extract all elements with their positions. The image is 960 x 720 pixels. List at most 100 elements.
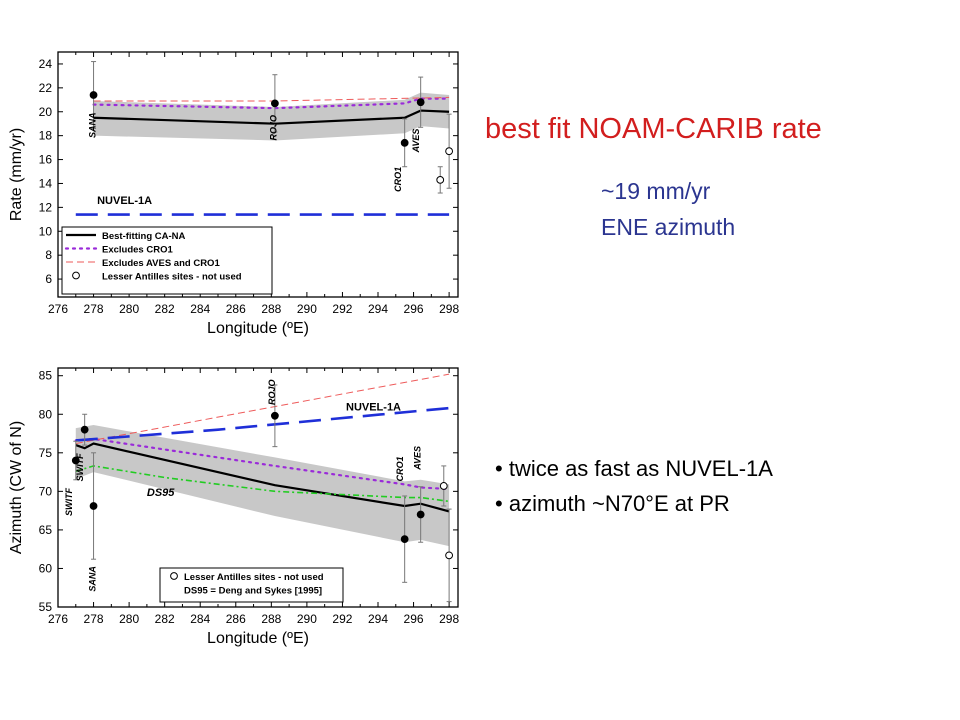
x-tick-label: 290 [297,302,317,316]
x-tick-label: 280 [119,612,139,626]
data-point [416,510,425,519]
y-tick-label: 60 [39,561,53,575]
azimuth-summary: ENE azimuth [601,214,736,240]
x-tick-label: 284 [190,302,210,316]
y-tick-label: 12 [39,200,53,214]
x-tick-label: 280 [119,302,139,316]
x-tick-label: 294 [368,612,388,626]
x-tick-label: 298 [439,612,459,626]
x-tick-label: 292 [332,612,352,626]
y-tick-label: 55 [39,600,53,614]
plot-frame [57,367,459,608]
x-tick-label: 296 [404,302,424,316]
x-tick-label: 294 [368,302,388,316]
y-axis-label: Rate (mm/yr) [8,128,25,221]
legend-label: Excludes CRO1 [102,245,173,256]
data-point [89,91,98,99]
y-tick-label: 16 [39,153,53,167]
x-tick-label: 286 [226,302,246,316]
legend-box [159,567,344,603]
x-tick-label: 284 [190,612,210,626]
y-tick-label: 6 [45,272,52,286]
y-tick-label: 10 [39,224,53,238]
annotation-label: NUVEL-1A [97,195,152,207]
legend-symbol [72,271,80,280]
data-point [416,98,425,107]
site-label: SANA [87,566,97,592]
annotation-label: DS95 [147,487,175,499]
y-tick-label: 14 [39,176,53,190]
site-label: AVES [411,129,421,154]
site-label: AVES [413,446,423,471]
x-tick-label: 282 [155,612,175,626]
site-label: CRO1 [395,456,405,481]
x-tick-label: 288 [261,302,281,316]
data-point-open [445,147,454,156]
data-point [270,411,279,420]
bullet-item: twice as fast as NUVEL-1A [495,451,773,486]
legend-label: Lesser Antilles sites - not used [184,572,324,583]
y-tick-label: 75 [39,446,53,460]
x-tick-label: 298 [439,302,459,316]
legend-label: Lesser Antilles sites - not used [102,272,242,283]
series-line-nuvel [75,406,450,442]
legend-symbol [170,572,178,580]
y-axis-label: Azimuth (CW of N) [8,421,25,554]
bullet-list: twice as fast as NUVEL-1A azimuth ~N70°E… [495,451,773,521]
data-point [89,502,98,510]
y-tick-label: 20 [39,105,53,119]
site-label: SWITF [75,453,85,481]
annotation-label: NUVEL-1A [346,401,401,413]
legend: Lesser Antilles sites - not used DS95 = D… [159,567,344,603]
x-tick-label: 286 [226,612,246,626]
x-tick-label: 278 [84,302,104,316]
site-label: SANA [87,113,97,139]
data-point-open [445,551,454,560]
x-tick-label: 292 [332,302,352,316]
x-tick-label: 296 [404,612,424,626]
x-axis-label: Longitude (ºE) [207,630,309,647]
x-tick-label: 282 [155,302,175,316]
data-point [400,535,409,544]
y-tick-label: 65 [39,523,53,537]
x-tick-label: 290 [297,612,317,626]
legend-box [61,226,273,295]
data-point [71,456,80,465]
series-line-excludes-aves-cro1 [75,373,450,445]
data-point [400,138,409,147]
data-point-open [439,482,448,490]
uncertainty-band [75,425,450,547]
y-tick-label: 85 [39,369,53,383]
bullet-item: azimuth ~N70°E at PR [495,486,773,521]
plot-frame [57,51,459,298]
site-label: CRO1 [393,167,403,192]
legend-label: Excludes AVES and CRO1 [102,258,220,269]
x-axis-label: Longitude (ºE) [207,320,309,337]
site-label: SWITF [64,488,74,516]
y-tick-label: 70 [39,484,53,498]
rate-summary: ~19 mm/yr [601,178,711,204]
x-tick-label: 278 [84,612,104,626]
slide-title: best fit NOAM-CARIB rate [485,113,822,145]
data-point [80,425,89,434]
x-tick-label: 276 [48,612,68,626]
series-line-excludes-cro1 [92,97,451,110]
data-point-open [436,175,445,184]
rate-chart: SANA ROJO CRO1 AVES NUVEL-1A 276 278 280 282 284 2… [8,51,459,337]
legend: Best-fitting CA-NA Excludes CRO1 Excludes … [61,226,273,295]
y-tick-label: 80 [39,407,53,421]
x-tick-label: 276 [48,302,68,316]
legend-label: DS95 = Deng and Sykes [1995] [184,586,322,597]
y-tick-label: 22 [39,81,53,95]
site-label: ROJO [267,379,277,405]
y-tick-label: 8 [45,248,52,262]
site-label: ROJO [269,115,279,141]
x-tick-label: 288 [261,612,281,626]
legend-label: Best-fitting CA-NA [102,231,186,242]
y-tick-label: 24 [39,57,53,71]
y-tick-label: 18 [39,129,53,143]
series-line-best-fit [93,109,450,125]
data-point [270,99,279,108]
